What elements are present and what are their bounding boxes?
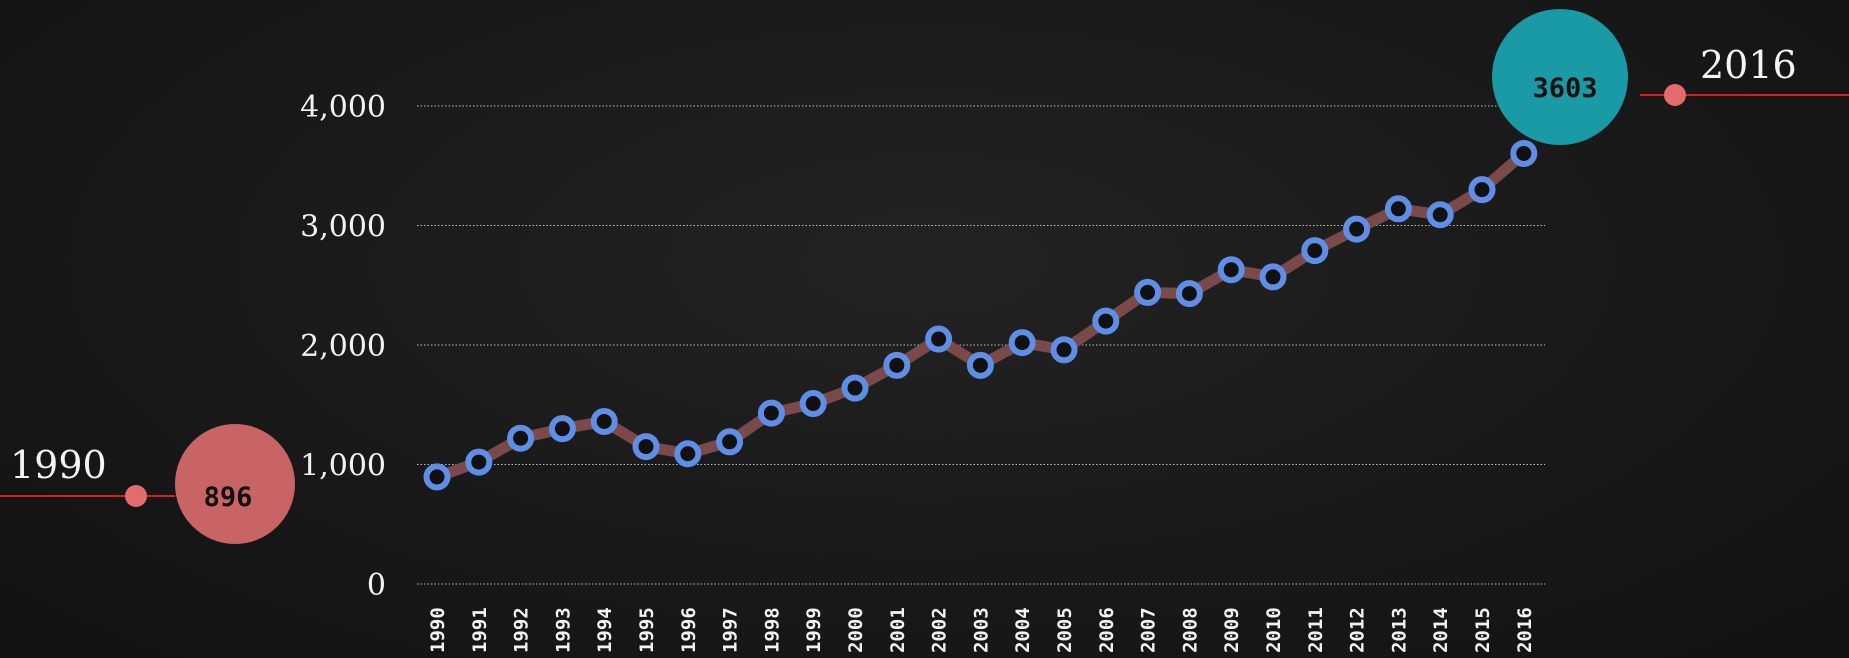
x-tick-label: 2005 [1054,607,1076,653]
data-point [1384,195,1412,223]
data-point [1134,278,1162,306]
data-point [632,433,660,461]
start-value-bubble [175,424,295,544]
data-point [1426,201,1454,229]
data-point [1301,237,1329,265]
data-point [1050,336,1078,364]
x-tick-label: 1991 [469,607,491,653]
data-point [1343,215,1371,243]
x-axis-ticks: 1990 1991 1992 1993 1994 1995 1996 1997 1998 1999… [427,607,1536,653]
data-point [757,399,785,427]
data-point [548,415,576,443]
x-tick-label: 1996 [678,607,700,653]
gridlines [417,105,1545,585]
data-point [1175,280,1203,308]
data-point [590,407,618,435]
data-point [716,428,744,456]
x-tick-label: 2012 [1347,607,1369,653]
start-connector-dot [125,485,147,507]
data-point [1008,329,1036,357]
x-tick-label: 2013 [1388,607,1410,653]
x-tick-label: 1995 [636,607,658,653]
x-tick-label: 2009 [1221,607,1243,653]
x-tick-label: 2015 [1472,607,1494,653]
x-tick-label: 2003 [970,607,992,653]
data-point [1510,139,1538,167]
x-tick-label: 1990 [427,607,449,653]
x-tick-label: 2004 [1012,607,1034,653]
data-point [1259,263,1287,291]
end-connector-dot [1664,84,1686,106]
data-point [423,463,451,491]
data-point [1217,256,1245,284]
y-tick-label: 1,000 [300,449,386,484]
x-tick-label: 2001 [887,607,909,653]
data-point [507,424,535,452]
data-point [799,390,827,418]
x-tick-label: 1994 [594,607,616,653]
x-tick-label: 2010 [1263,607,1285,653]
x-tick-label: 2016 [1514,607,1536,653]
x-tick-label: 2007 [1138,607,1160,653]
x-tick-label: 2011 [1305,607,1327,653]
y-axis-ticks: 0 1,000 2,000 3,000 4,000 [300,90,386,603]
data-point [883,351,911,379]
series-points-group [423,139,1538,491]
data-point [966,351,994,379]
y-tick-label: 0 [367,568,386,603]
x-tick-label: 1993 [552,607,574,653]
y-tick-label: 4,000 [300,90,386,125]
y-tick-label: 2,000 [300,329,386,364]
data-point [674,440,702,468]
end-value-bubble [1492,9,1628,145]
data-point [841,374,869,402]
data-point [925,325,953,353]
y-tick-label: 3,000 [300,210,386,245]
x-tick-label: 1997 [720,607,742,653]
data-point [1468,176,1496,204]
x-tick-label: 1998 [761,607,783,653]
x-tick-label: 2000 [845,607,867,653]
end-value-label: 3603 [1532,73,1597,104]
x-tick-label: 1999 [803,607,825,653]
x-tick-label: 2006 [1096,607,1118,653]
end-year-label: 2016 [1700,43,1797,87]
data-point [465,448,493,476]
x-tick-label: 2008 [1179,607,1201,653]
data-point [1092,307,1120,335]
start-value-label: 896 [204,482,253,513]
start-annotation: 1990 896 [0,424,295,544]
x-tick-label: 2002 [929,607,951,653]
x-tick-label: 1992 [511,607,533,653]
x-tick-label: 2014 [1430,607,1452,653]
start-year-label: 1990 [10,443,107,487]
end-annotation: 2016 3603 [1492,9,1849,145]
